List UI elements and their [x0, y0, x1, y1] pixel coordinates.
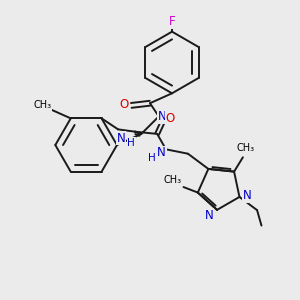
Text: O: O [166, 112, 175, 125]
Text: CH₃: CH₃ [236, 143, 254, 154]
Text: F: F [169, 15, 175, 28]
Text: H: H [148, 153, 155, 163]
Text: N: N [158, 110, 167, 123]
Text: N: N [157, 146, 166, 159]
Text: H: H [128, 138, 135, 148]
Text: N: N [117, 132, 126, 145]
Text: O: O [119, 98, 128, 111]
Text: CH₃: CH₃ [33, 100, 51, 110]
Text: N: N [243, 189, 251, 202]
Text: H: H [168, 116, 176, 126]
Text: N: N [205, 209, 214, 222]
Text: CH₃: CH₃ [164, 176, 181, 185]
